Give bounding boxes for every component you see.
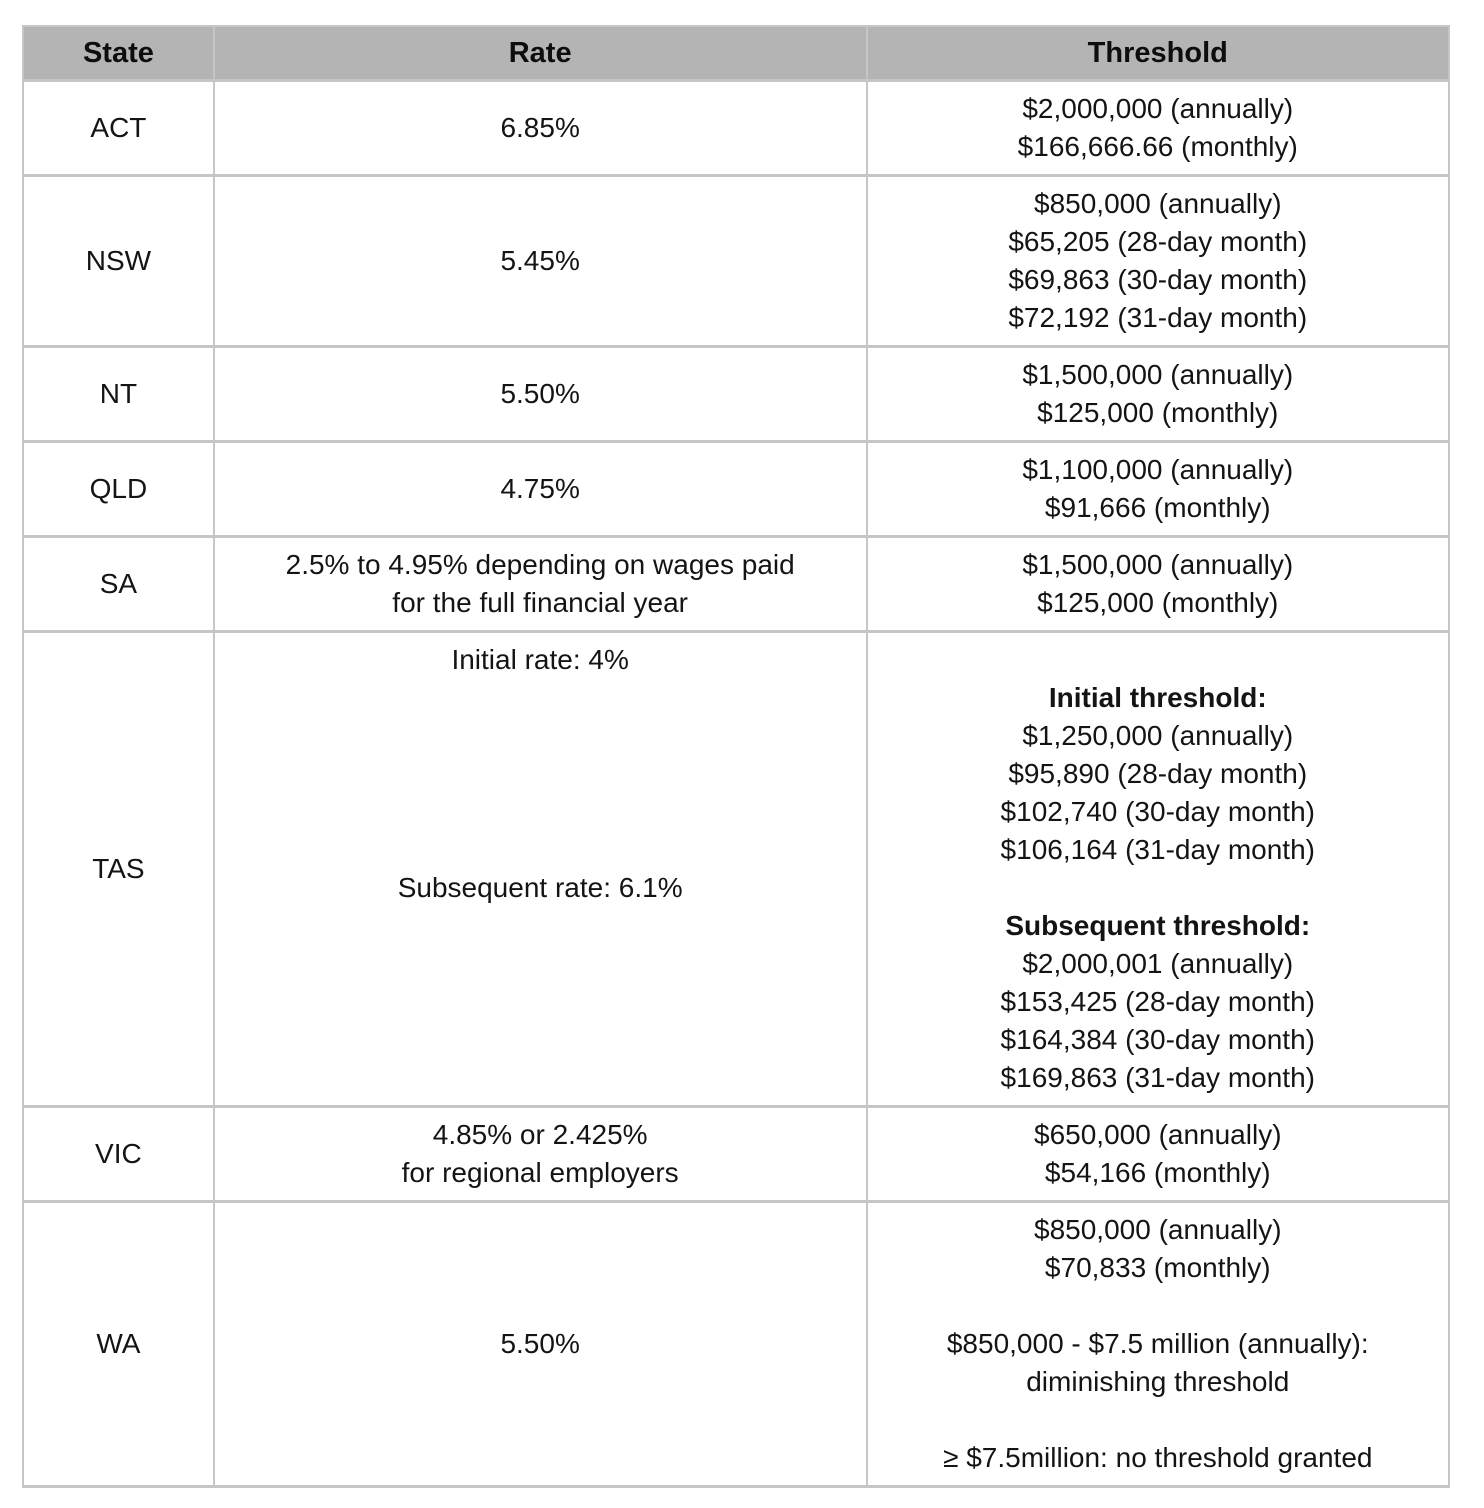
cell-text-line: Subsequent threshold: <box>1005 910 1311 941</box>
rate-cell: Initial rate: 4% Subsequent rate: 6.1% <box>212 630 868 1108</box>
cell-text-line: $153,425 (28-day month) <box>1000 986 1315 1017</box>
cell-text-line: $166,666.66 (monthly) <box>1017 131 1298 162</box>
table-row-wa: WA 5.50% $850,000 (annually) $70,833 (month… <box>22 1200 1451 1488</box>
blank-line <box>878 869 1438 907</box>
rate-cell: 5.50% <box>212 1200 868 1488</box>
header-row: State Rate Threshold <box>22 25 1451 82</box>
table-row-nt: NT 5.50% $1,500,000 (annually) $125,000 (mo… <box>22 345 1451 443</box>
column-header-threshold: Threshold <box>865 25 1451 82</box>
blank-line <box>225 1059 856 1097</box>
cell-text-line: $1,500,000 (annually) <box>1022 549 1294 580</box>
rate-cell: 6.85% <box>212 79 868 177</box>
threshold-cell: $1,500,000 (annually) $125,000 (monthly) <box>865 535 1451 633</box>
blank-line <box>225 717 856 755</box>
blank-line <box>225 679 856 717</box>
cell-text-line: 5.50% <box>500 1328 580 1359</box>
payroll-tax-table: State Rate Threshold ACT 6.85% $2,000,000 (a… <box>22 25 1451 1488</box>
cell-text-line: $1,250,000 (annually) <box>1022 720 1294 751</box>
cell-text-line: $95,890 (28-day month) <box>1008 758 1308 789</box>
blank-line <box>225 945 856 983</box>
rate-cell: 5.45% <box>212 174 868 348</box>
cell-text-line: Initial rate: 4% <box>451 644 629 675</box>
cell-text-line: $169,863 (31-day month) <box>1000 1062 1315 1093</box>
state-cell: WA <box>22 1200 215 1488</box>
threshold-cell: $1,500,000 (annually) $125,000 (monthly) <box>865 345 1451 443</box>
cell-text-line: $2,000,001 (annually) <box>1022 948 1294 979</box>
state-cell: TAS <box>22 630 215 1108</box>
cell-text-line: $850,000 (annually) <box>1034 1214 1282 1245</box>
threshold-cell: $2,000,000 (annually) $166,666.66 (monthl… <box>865 79 1451 177</box>
blank-line <box>225 983 856 1021</box>
cell-text-line: $65,205 (28-day month) <box>1008 226 1308 257</box>
cell-text-line: $1,500,000 (annually) <box>1022 359 1294 390</box>
threshold-cell: $650,000 (annually) $54,166 (monthly) <box>865 1105 1451 1203</box>
state-cell: ACT <box>22 79 215 177</box>
rate-cell: 2.5% to 4.95% depending on wages paid for… <box>212 535 868 633</box>
cell-text-line: Subsequent rate: 6.1% <box>397 872 683 903</box>
cell-text-line: Initial threshold: <box>1048 682 1267 713</box>
cell-text-line: 4.75% <box>500 473 580 504</box>
cell-text-line: 5.50% <box>500 378 580 409</box>
blank-line <box>878 1401 1438 1439</box>
blank-line <box>225 793 856 831</box>
blank-line <box>225 755 856 793</box>
column-header-rate: Rate <box>212 25 868 82</box>
cell-text-line: 2.5% to 4.95% depending on wages paid <box>285 549 795 580</box>
threshold-cell: $1,100,000 (annually) $91,666 (monthly) <box>865 440 1451 538</box>
cell-text-line: $72,192 (31-day month) <box>1008 302 1308 333</box>
blank-line <box>878 641 1438 679</box>
rate-cell: 4.75% <box>212 440 868 538</box>
cell-text-line: $70,833 (monthly) <box>1044 1252 1271 1283</box>
cell-text-line: $106,164 (31-day month) <box>1000 834 1315 865</box>
table-row-sa: SA 2.5% to 4.95% depending on wages paid f… <box>22 535 1451 633</box>
table-row-qld: QLD 4.75% $1,100,000 (annually) $91,666 (mo… <box>22 440 1451 538</box>
table-row-vic: VIC 4.85% or 2.425% for regional employers… <box>22 1105 1451 1203</box>
state-cell: SA <box>22 535 215 633</box>
threshold-cell: Initial threshold: $1,250,000 (annually) $… <box>865 630 1451 1108</box>
threshold-cell: $850,000 (annually) $65,205 (28-day month… <box>865 174 1451 348</box>
cell-text-line: $2,000,000 (annually) <box>1022 93 1294 124</box>
cell-text-line: $850,000 - $7.5 million (annually): <box>946 1328 1369 1359</box>
cell-text-line: for regional employers <box>401 1157 679 1188</box>
cell-text-line: $650,000 (annually) <box>1034 1119 1282 1150</box>
cell-text-line: 5.45% <box>500 245 580 276</box>
cell-text-line: $102,740 (30-day month) <box>1000 796 1315 827</box>
cell-text-line: for the full financial year <box>392 587 689 618</box>
cell-text-line: $125,000 (monthly) <box>1037 397 1279 428</box>
cell-text-line: $69,863 (30-day month) <box>1008 264 1308 295</box>
blank-line <box>878 1287 1438 1325</box>
table-body: ACT 6.85% $2,000,000 (annually) $166,666.66… <box>22 79 1451 1488</box>
threshold-cell: $850,000 (annually) $70,833 (monthly) $850… <box>865 1200 1451 1488</box>
table-row-act: ACT 6.85% $2,000,000 (annually) $166,666.66… <box>22 79 1451 177</box>
cell-text-line: $164,384 (30-day month) <box>1000 1024 1315 1055</box>
cell-text-line: 6.85% <box>500 112 580 143</box>
table-row-nsw: NSW 5.45% $850,000 (annually) $65,205 (28-d… <box>22 174 1451 348</box>
state-cell: NT <box>22 345 215 443</box>
cell-text-line: $91,666 (monthly) <box>1044 492 1271 523</box>
cell-text-line: 4.85% or 2.425% <box>432 1119 648 1150</box>
blank-line <box>225 831 856 869</box>
blank-line <box>225 1021 856 1059</box>
cell-text-line: $1,100,000 (annually) <box>1022 454 1294 485</box>
rate-cell: 4.85% or 2.425% for regional employers <box>212 1105 868 1203</box>
state-cell: VIC <box>22 1105 215 1203</box>
cell-text-line: diminishing threshold <box>1026 1366 1290 1397</box>
table-row-tas: TAS Initial rate: 4% Subsequent rate: 6.1%… <box>22 630 1451 1108</box>
table-header: State Rate Threshold <box>22 25 1451 82</box>
cell-text-line: $125,000 (monthly) <box>1037 587 1279 618</box>
state-cell: NSW <box>22 174 215 348</box>
cell-text-line: ≥ $7.5million: no threshold granted <box>943 1442 1373 1473</box>
blank-line <box>225 907 856 945</box>
cell-text-line: $54,166 (monthly) <box>1044 1157 1271 1188</box>
state-cell: QLD <box>22 440 215 538</box>
column-header-state: State <box>22 25 215 82</box>
rate-cell: 5.50% <box>212 345 868 443</box>
cell-text-line: $850,000 (annually) <box>1034 188 1282 219</box>
